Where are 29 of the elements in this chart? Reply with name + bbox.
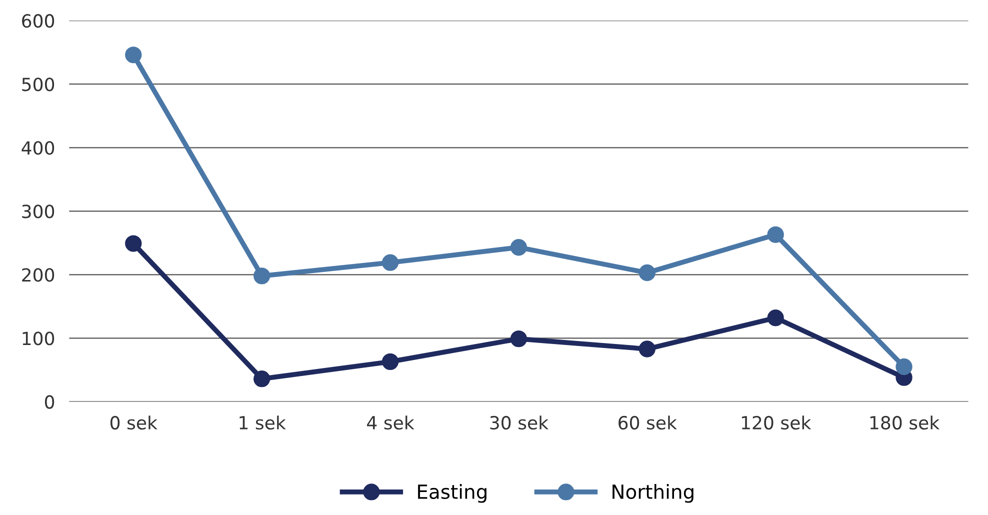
y-tick-label: 600 [22, 14, 54, 28]
point [638, 264, 656, 282]
point [638, 340, 656, 358]
y-tick-label: 300 [22, 204, 54, 218]
y-tick-label: 100 [22, 332, 54, 346]
point [767, 310, 784, 326]
point [253, 268, 270, 284]
x-tick-label: 180 sek [870, 416, 940, 430]
point [510, 239, 528, 256]
point [382, 353, 399, 370]
point [125, 235, 142, 252]
x-tick-label: 1 sek [240, 416, 286, 430]
x-tick-label: 60 sek [618, 416, 677, 430]
point [510, 330, 528, 348]
y-tick-label: 500 [22, 78, 54, 92]
point [767, 226, 784, 243]
y-tick-label: 400 [22, 141, 54, 155]
legend-label: Northing [612, 484, 694, 503]
point [896, 358, 912, 376]
legend-label: Easting [418, 484, 486, 503]
x-tick-label: 4 sek [367, 416, 414, 430]
point [253, 370, 270, 388]
x-tick-label: 120 sek [742, 416, 812, 430]
point [125, 46, 142, 64]
x-tick-label: 30 sek [490, 416, 548, 430]
y-tick-label: 200 [22, 268, 54, 282]
x-tick-label: 0 sek [110, 416, 158, 430]
point [382, 254, 399, 271]
y-tick-label: 0 [44, 395, 54, 409]
